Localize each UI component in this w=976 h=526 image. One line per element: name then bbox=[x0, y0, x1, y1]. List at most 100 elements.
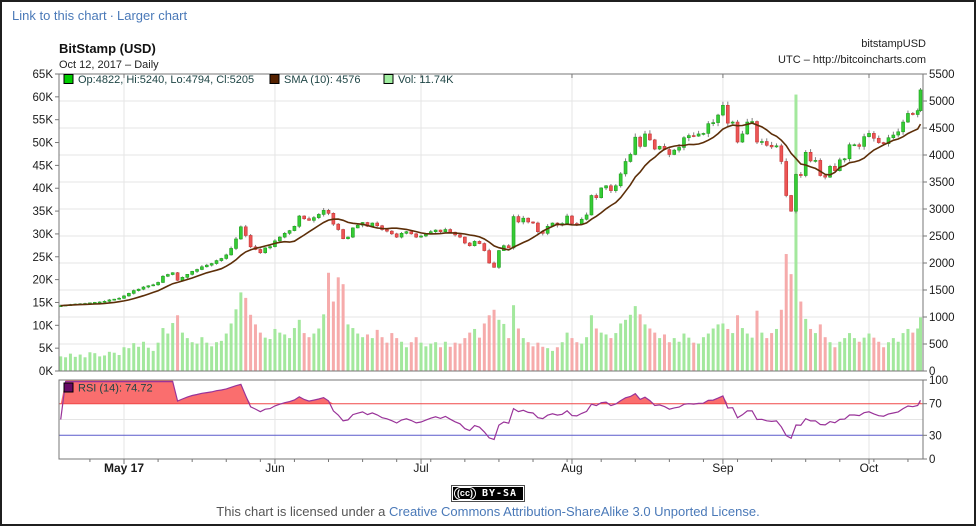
candle-body bbox=[867, 133, 871, 137]
rsi-plot-border bbox=[58, 379, 924, 460]
volume-bar bbox=[200, 337, 204, 371]
volume-bar bbox=[541, 346, 545, 371]
volume-bar bbox=[59, 356, 63, 371]
volume-bar bbox=[818, 324, 822, 371]
rsi-axis-label: 70 bbox=[929, 399, 942, 411]
volume-bar bbox=[127, 348, 131, 371]
left-axis-label: 65K bbox=[33, 69, 54, 81]
candle-body bbox=[346, 236, 350, 240]
volume-bar bbox=[361, 337, 365, 371]
candle-body bbox=[881, 142, 886, 144]
volume-bar bbox=[385, 342, 389, 371]
volume-bar bbox=[624, 319, 628, 371]
candle-body bbox=[117, 297, 121, 300]
volume-bar bbox=[185, 338, 189, 371]
sma-legend-marker bbox=[269, 74, 280, 84]
left-axis-label: 55K bbox=[33, 115, 54, 127]
candle-body bbox=[842, 158, 847, 161]
candle-body bbox=[433, 229, 438, 232]
license-link[interactable]: Creative Commons Attribution-ShareAlike … bbox=[389, 504, 760, 519]
volume-bar bbox=[141, 341, 145, 371]
axes-layer: 0K 5K 10K 15K 20K 25K 30K 35K 40K 45K 50K 55K 60K 65K… bbox=[33, 69, 955, 475]
volume-bar bbox=[146, 347, 150, 371]
link-to-this-chart[interactable]: Link to this chart bbox=[12, 8, 107, 23]
volume-bar bbox=[886, 342, 890, 371]
volume-bar bbox=[555, 347, 559, 371]
rsi-axis-label: 30 bbox=[929, 430, 942, 442]
candle-body bbox=[745, 121, 750, 135]
rsi-panel-layer bbox=[59, 380, 923, 441]
candle-body bbox=[876, 137, 881, 143]
volume-bar bbox=[857, 341, 861, 371]
candle-body bbox=[799, 174, 803, 176]
candle-body bbox=[336, 223, 341, 230]
larger-chart-link[interactable]: Larger chart bbox=[117, 8, 188, 23]
volume-bar bbox=[609, 338, 613, 371]
candle-body bbox=[146, 285, 151, 288]
candle-body bbox=[200, 266, 204, 270]
volume-bar bbox=[823, 337, 827, 371]
candle-body bbox=[112, 298, 117, 301]
candle-body bbox=[458, 234, 462, 238]
candle-body bbox=[243, 226, 248, 236]
candle-body bbox=[633, 136, 638, 155]
volume-bar bbox=[643, 324, 647, 371]
candle-body bbox=[321, 210, 326, 215]
candle-body bbox=[409, 231, 414, 235]
volume-bar bbox=[891, 338, 895, 371]
candle-body bbox=[677, 147, 681, 151]
left-axis-label: 20K bbox=[33, 275, 54, 287]
volume-bar bbox=[210, 346, 214, 371]
candle-body bbox=[316, 214, 321, 218]
volume-bar bbox=[434, 342, 438, 371]
volume-bar bbox=[507, 338, 511, 371]
left-axis-label: 30K bbox=[33, 229, 54, 241]
volume-bar bbox=[195, 343, 199, 371]
volume-bar bbox=[667, 342, 671, 371]
volume-bar bbox=[473, 328, 477, 371]
candle-body bbox=[648, 133, 652, 141]
volume-bar bbox=[166, 333, 170, 371]
volume-bar bbox=[789, 274, 793, 371]
cc-by-sa-badge[interactable]: (cc) BY-SA bbox=[450, 485, 526, 502]
volume-bar bbox=[882, 347, 886, 371]
volume-bar bbox=[765, 338, 769, 371]
candle-body bbox=[706, 123, 711, 134]
candle-body bbox=[394, 233, 399, 238]
candle-body bbox=[229, 248, 233, 256]
volume-bar bbox=[205, 342, 209, 371]
candle-body bbox=[740, 133, 745, 143]
cc-logo-icon: (cc) bbox=[453, 487, 476, 500]
candle-body bbox=[657, 146, 662, 150]
volume-bar bbox=[502, 323, 506, 371]
volume-bar bbox=[750, 337, 754, 371]
candle-body bbox=[385, 229, 389, 232]
candle-body bbox=[482, 243, 487, 251]
candle-body bbox=[852, 144, 857, 147]
candle-body bbox=[467, 242, 472, 247]
volume-bar bbox=[229, 323, 233, 371]
candle-body bbox=[672, 149, 677, 155]
volume-bar bbox=[107, 351, 111, 371]
right-axis-label: 1500 bbox=[929, 285, 955, 297]
volume-bar bbox=[297, 319, 301, 371]
volume-bar bbox=[249, 314, 253, 371]
volume-bar bbox=[516, 328, 520, 371]
right-axis-label: 500 bbox=[929, 339, 948, 351]
candle-body bbox=[794, 174, 798, 212]
candle-body bbox=[594, 195, 599, 198]
candle-body bbox=[492, 262, 496, 268]
candle-body bbox=[857, 144, 862, 147]
volume-bar bbox=[809, 328, 813, 371]
right-axis-label: 3000 bbox=[929, 204, 955, 216]
volume-bar bbox=[68, 353, 72, 371]
volume-bar bbox=[429, 343, 433, 371]
volume-bar bbox=[512, 305, 516, 371]
volume-bar bbox=[760, 332, 764, 371]
candle-body bbox=[102, 301, 107, 303]
volume-bar bbox=[546, 348, 550, 371]
candle-body bbox=[584, 214, 589, 220]
volume-bar bbox=[492, 309, 496, 371]
volume-legend-label: Vol: 11.74K bbox=[398, 74, 454, 86]
candle-body bbox=[628, 154, 633, 162]
